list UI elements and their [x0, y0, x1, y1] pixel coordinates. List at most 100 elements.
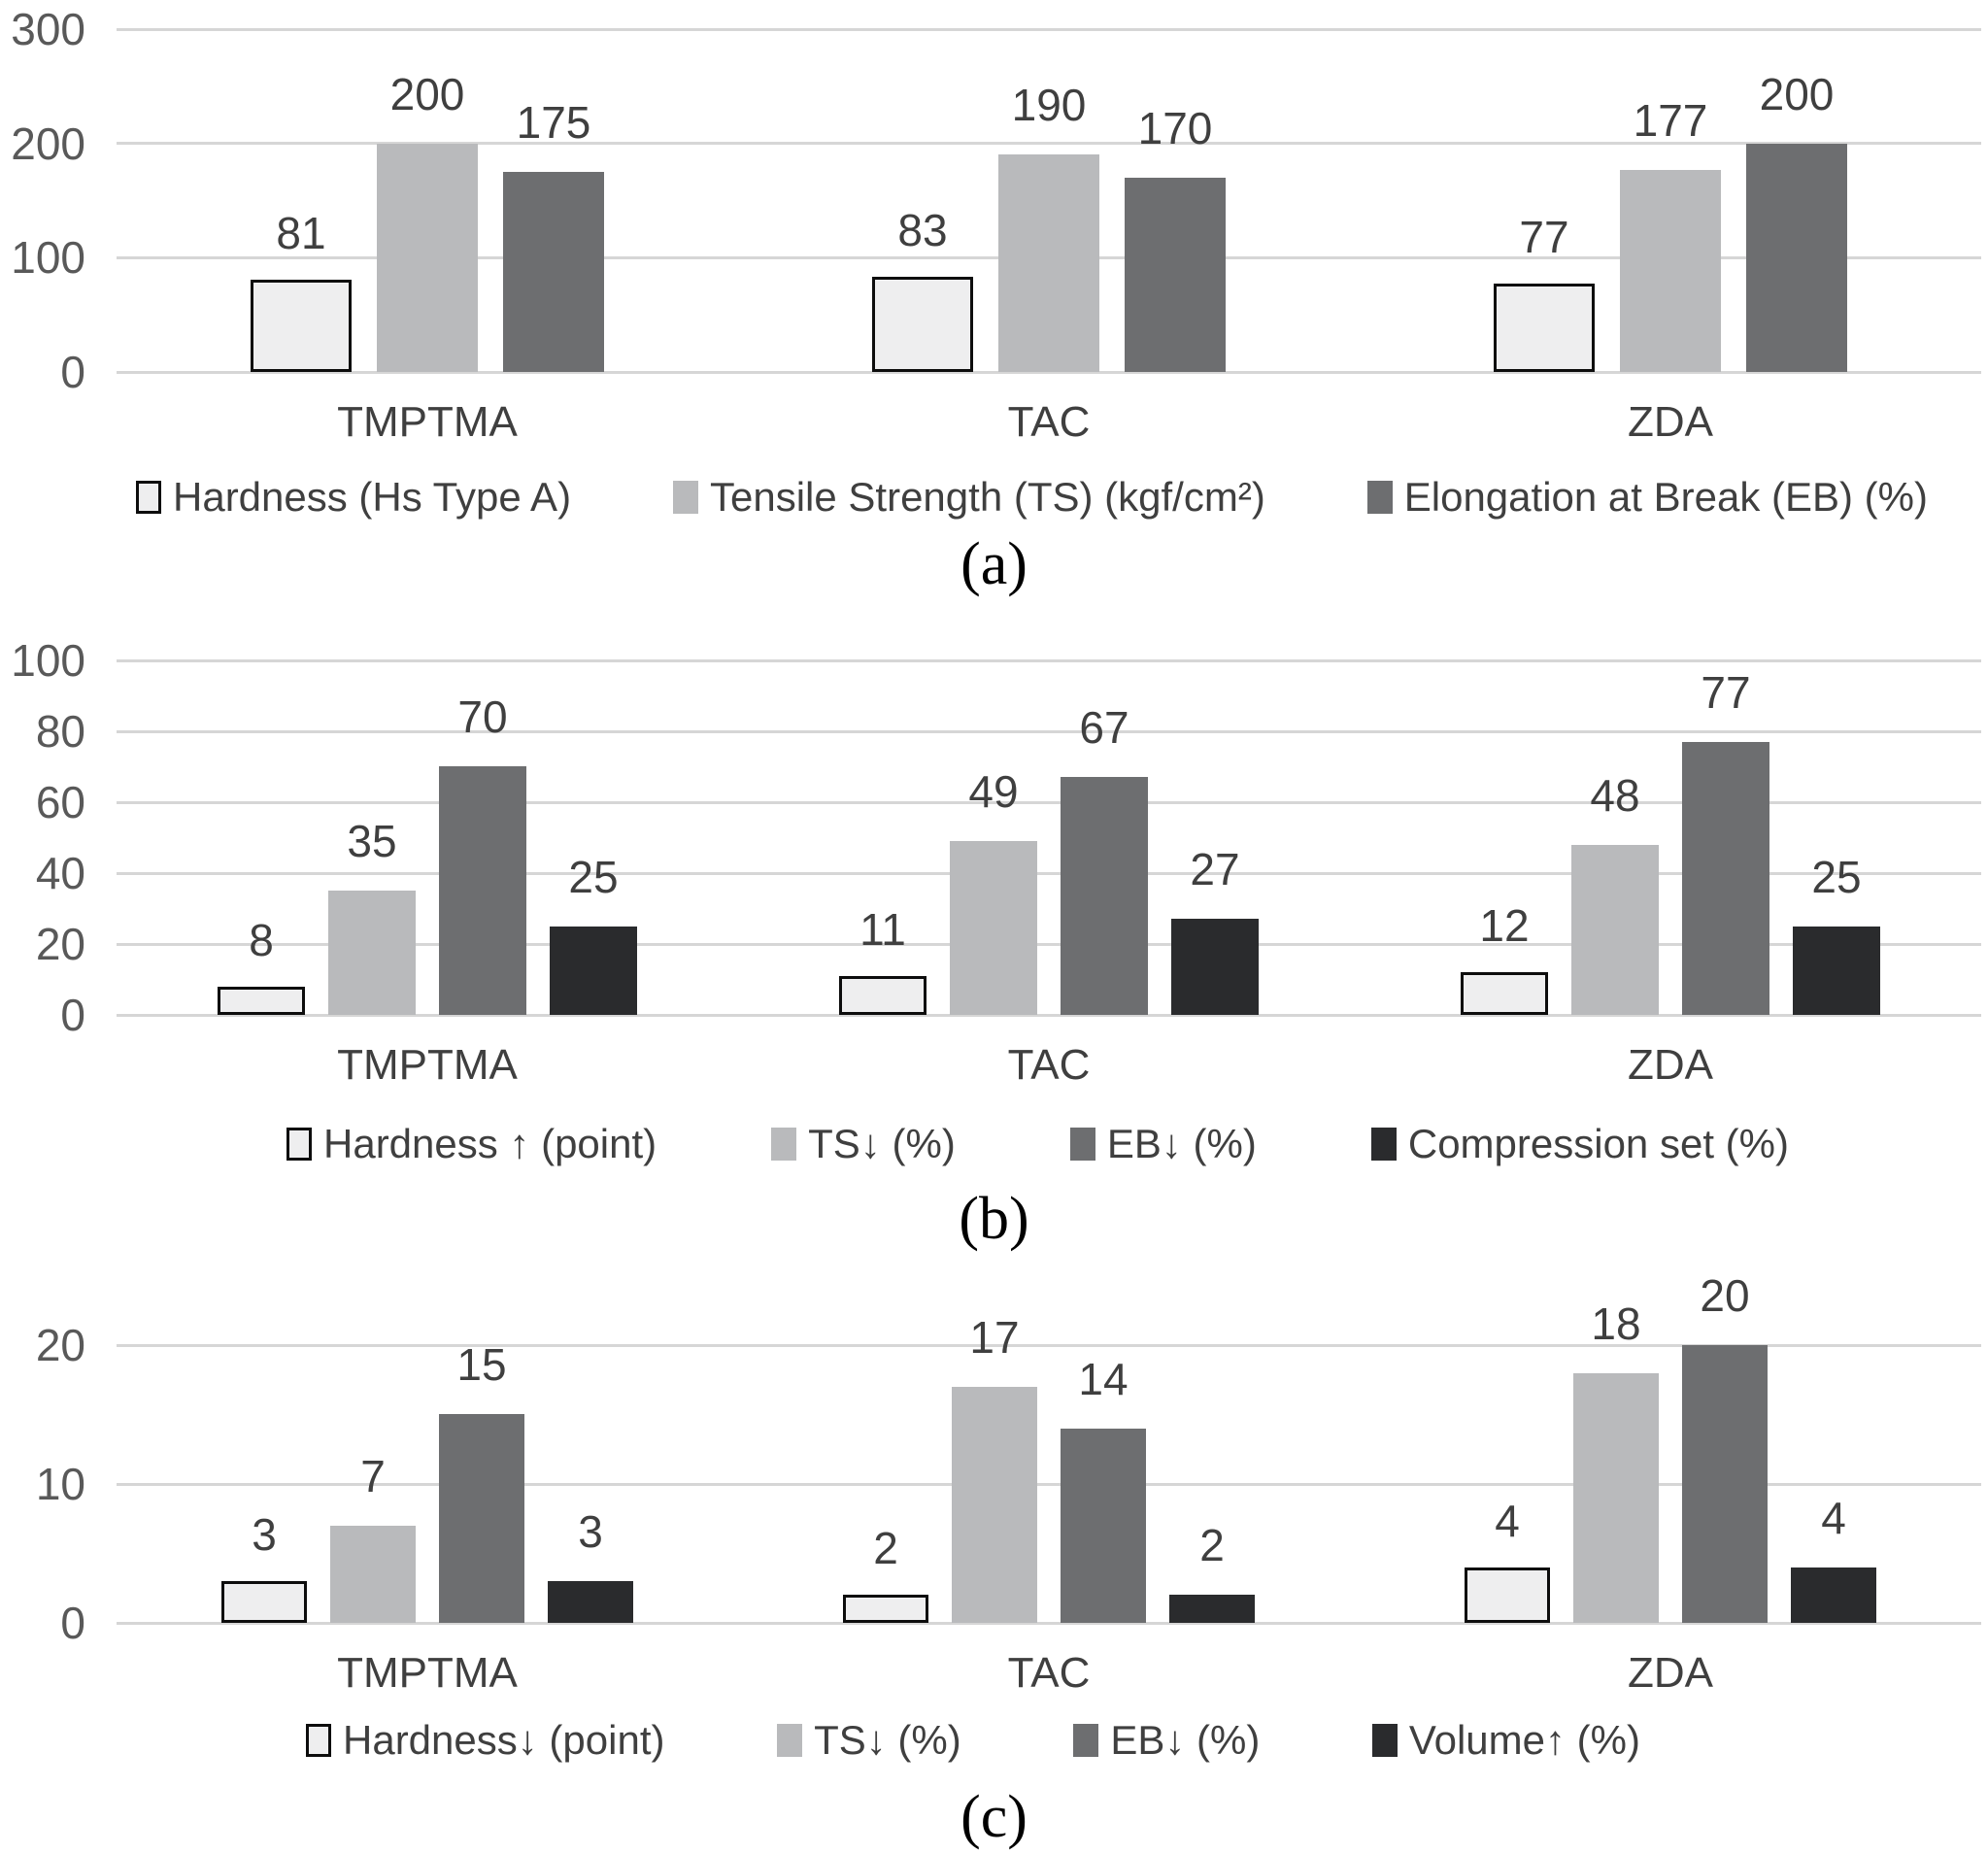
legend-item: Hardness (Hs Type A) [136, 476, 571, 519]
bar-group-tmptma: 81 200 175 [117, 29, 738, 372]
bar-value-label: 15 [456, 1339, 507, 1390]
legend-swatch [1366, 481, 1393, 514]
bar-tac: 190 [998, 83, 1099, 372]
gridline [117, 370, 1981, 374]
bar-value-label: 12 [1479, 900, 1530, 951]
bar-value-label: 177 [1633, 95, 1708, 146]
legend-label: TS↓ (%) [814, 1717, 961, 1763]
legend-swatch [777, 1724, 803, 1757]
y-axis-tick-label: 0 [60, 1598, 85, 1648]
y-axis-tick-label: 200 [11, 118, 85, 169]
bar-value-label: 11 [859, 904, 906, 955]
legend-item: TS↓ (%) [771, 1123, 956, 1165]
legend-item: Elongation at Break (EB) (%) [1366, 474, 1928, 520]
bar-tmptma: 3 [221, 1512, 307, 1623]
bar-value-label: 3 [578, 1506, 603, 1557]
legend-swatch [673, 481, 698, 514]
bar-value-label: 17 [969, 1312, 1020, 1363]
bar-zda: 12 [1461, 903, 1548, 1015]
legend-item: Hardness↓ (point) [306, 1719, 664, 1762]
legend-label: Hardness (Hs Type A) [173, 474, 572, 520]
bar-tac: 11 [839, 907, 927, 1015]
bar-tmptma: 3 [548, 1509, 633, 1623]
gridline [117, 142, 1981, 146]
bar-group-zda: 4 18 20 4 [1360, 1273, 1981, 1623]
legend-swatch [286, 1128, 312, 1161]
y-axis-tick-label: 100 [11, 635, 85, 686]
bar-value-label: 2 [1199, 1520, 1225, 1570]
bar-zda: 200 [1746, 72, 1847, 372]
bar-value-label: 200 [389, 69, 465, 119]
bar-zda: 48 [1571, 773, 1659, 1015]
chart-panel-c: (c) 3 7 15 3 2 17 14 2 4 18 20 4 0 10 20 TMPTMA TAC ZDA Ha… [0, 1273, 1988, 1854]
bar-tmptma: 25 [550, 855, 637, 1015]
chart-panel-a: (a) 81 200 175 83 190 170 77 177 200 0 100 200 300 TM… [0, 0, 1988, 612]
x-axis-category-label: TAC [1007, 1649, 1091, 1697]
legend-item: TS↓ (%) [777, 1719, 961, 1762]
bar-tmptma: 8 [218, 918, 305, 1015]
legend-item: EB↓ (%) [1069, 1123, 1257, 1165]
gridline [117, 729, 1981, 733]
bar-value-label: 4 [1821, 1493, 1846, 1543]
bar-group-tmptma: 8 35 70 25 [117, 660, 738, 1015]
chart-caption-b: (b) [959, 1186, 1029, 1252]
bar-group-tac: 11 49 67 27 [738, 660, 1360, 1015]
gridline [117, 1482, 1981, 1486]
bar-value-label: 25 [568, 852, 619, 902]
y-axis-tick-label: 40 [35, 848, 85, 898]
bar-zda: 77 [1494, 215, 1595, 372]
plot-area: 81 200 175 83 190 170 77 177 200 [117, 27, 1981, 374]
bar-value-label: 48 [1590, 770, 1640, 821]
bar-value-label: 175 [516, 97, 591, 148]
bar-group-tmptma: 3 7 15 3 [117, 1339, 738, 1623]
bar-tac: 170 [1125, 106, 1226, 372]
gridline [117, 27, 1981, 31]
gridline [117, 1621, 1981, 1625]
bar-value-label: 25 [1811, 852, 1862, 902]
bar-zda: 4 [1465, 1499, 1550, 1623]
legend-swatch [136, 481, 161, 514]
bar-tmptma: 35 [328, 819, 416, 1015]
bar-value-label: 4 [1495, 1496, 1520, 1546]
bar-value-label: 70 [457, 691, 508, 742]
legend-label: TS↓ (%) [808, 1121, 956, 1166]
legend-label: Hardness ↑ (point) [323, 1121, 657, 1166]
bar-tmptma: 200 [377, 72, 478, 372]
legend: Hardness (Hs Type A) Tensile Strength (TS… [136, 476, 1928, 519]
y-axis-tick-label: 10 [35, 1459, 85, 1509]
bar-value-label: 83 [897, 205, 948, 255]
legend: Hardness↓ (point) TS↓ (%) EB↓ (%) Volume↑ (… [306, 1719, 1640, 1762]
y-axis-tick-label: 100 [11, 232, 85, 284]
chart-panel-b: (b) 8 35 70 25 11 49 67 27 12 48 77 25 0 20 40 60 80 100 T… [0, 612, 1988, 1272]
bar-value-label: 8 [249, 915, 274, 965]
gridline [117, 658, 1981, 662]
bar-value-label: 7 [360, 1451, 386, 1501]
y-axis-tick-label: 0 [60, 347, 85, 397]
bar-value-label: 170 [1137, 103, 1213, 153]
bar-tac: 14 [1061, 1357, 1146, 1623]
gridline [117, 1343, 1981, 1347]
bar-value-label: 200 [1759, 69, 1835, 119]
bar-value-label: 67 [1079, 702, 1129, 753]
legend-item: Tensile Strength (TS) (kgf/cm²) [673, 476, 1265, 519]
bar-tac: 67 [1061, 705, 1148, 1015]
x-axis-category-label: TAC [1007, 1041, 1091, 1089]
bar-group-zda: 77 177 200 [1360, 29, 1981, 372]
legend-swatch [1073, 1724, 1099, 1757]
legend-label: Hardness↓ (point) [343, 1717, 665, 1763]
bar-value-label: 2 [873, 1523, 898, 1573]
y-axis-tick-label: 80 [35, 706, 85, 757]
legend: Hardness ↑ (point) TS↓ (%) EB↓ (%) Compress… [286, 1123, 1789, 1165]
legend-label: Tensile Strength (TS) (kgf/cm²) [710, 474, 1265, 520]
bar-value-label: 3 [252, 1509, 277, 1560]
x-axis-category-label: TMPTMA [337, 398, 518, 446]
legend-item: Volume↑ (%) [1371, 1719, 1640, 1762]
legend-swatch [1370, 1128, 1397, 1161]
bar-group-zda: 12 48 77 25 [1360, 660, 1981, 1015]
legend-item: EB↓ (%) [1073, 1719, 1260, 1762]
legend-label: Elongation at Break (EB) (%) [1403, 474, 1928, 520]
bar-tac: 17 [952, 1315, 1037, 1623]
x-axis-category-label: ZDA [1628, 398, 1713, 446]
chart-caption-c: (c) [960, 1784, 1028, 1850]
